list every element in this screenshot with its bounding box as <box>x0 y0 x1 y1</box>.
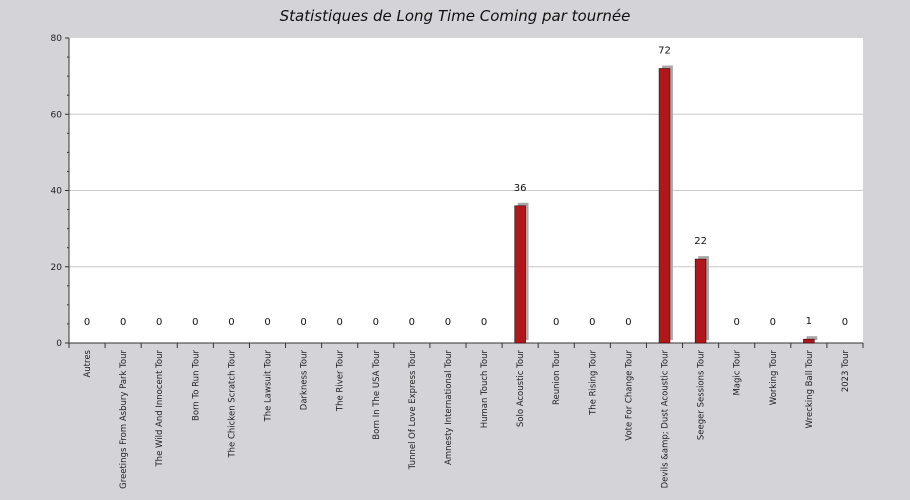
value-label: 0 <box>336 317 342 328</box>
value-label: 0 <box>84 317 90 328</box>
x-tick-label: Born In The USA Tour <box>372 350 382 440</box>
x-tick-label: The Lawsuit Tour <box>264 349 274 422</box>
value-label: 0 <box>409 317 415 328</box>
x-tick-label: Devils &amp; Dust Acoustic Tour <box>661 349 671 488</box>
x-tick-label: Vote For Change Tour <box>624 350 634 441</box>
x-tick-label: 2023 Tour <box>841 350 851 393</box>
x-tick-label: Solo Acoustic Tour <box>516 350 526 428</box>
value-label: 0 <box>733 317 739 328</box>
x-tick-label: The Chicken Scratch Tour <box>227 350 237 459</box>
value-label: 0 <box>120 317 126 328</box>
bar <box>694 258 707 344</box>
y-axis-ticks: 0 20 40 60 80 <box>51 34 63 349</box>
value-label: 1 <box>806 316 812 327</box>
x-tick-label: Magic Tour <box>733 350 743 396</box>
x-tick-label: Amnesty International Tour <box>444 350 454 465</box>
y-tick-label: 20 <box>51 263 63 273</box>
value-label: 0 <box>192 317 198 328</box>
value-label: 22 <box>694 236 707 247</box>
bar <box>514 205 526 344</box>
x-axis-categories: Autres Greetings From Asbury Park Tour The… <box>83 349 851 488</box>
chart-title: Statistiques de Long Time Coming par tou… <box>280 7 631 25</box>
value-label: 0 <box>300 317 306 328</box>
bar-shadow <box>806 336 818 340</box>
x-tick-label: Tunnel Of Love Express Tour <box>408 350 418 471</box>
value-label: 0 <box>373 317 379 328</box>
x-tick-label: The River Tour <box>336 350 346 413</box>
x-tick-label: Darkness Tour <box>300 350 310 411</box>
y-tick-label: 80 <box>51 34 63 44</box>
value-labels: 0 0 0 0 0 0 0 0 0 0 0 0 36 0 0 0 72 22 0 0 1 0 <box>84 46 848 329</box>
axes <box>65 37 864 348</box>
y-tick-label: 40 <box>51 187 63 197</box>
bar <box>658 68 671 344</box>
bar <box>803 338 815 344</box>
value-label: 0 <box>445 317 451 328</box>
value-label: 0 <box>842 317 848 328</box>
value-label: 0 <box>770 317 776 328</box>
grid-lines <box>69 113 863 268</box>
x-tick-label: The Wild And Innocent Tour <box>155 350 165 468</box>
value-label: 0 <box>553 317 559 328</box>
x-tick-label: Seeger Sessions Tour <box>697 350 707 441</box>
value-label: 72 <box>658 46 671 57</box>
value-label: 0 <box>625 317 631 328</box>
x-tick-label: The Rising Tour <box>588 350 598 416</box>
x-tick-label: Autres <box>83 349 93 377</box>
x-tick-label: Born To Run Tour <box>191 350 201 421</box>
x-tick-label: Human Touch Tour <box>480 350 490 429</box>
bars <box>514 65 818 344</box>
value-label: 0 <box>264 317 270 328</box>
x-tick-label: Reunion Tour <box>552 350 562 406</box>
value-label: 0 <box>228 317 234 328</box>
x-tick-label: Working Tour <box>769 349 779 405</box>
x-tick-label: Greetings From Asbury Park Tour <box>119 350 129 489</box>
x-tick-label: Wrecking Ball Tour <box>805 350 815 429</box>
y-tick-label: 60 <box>51 110 63 120</box>
value-label: 0 <box>156 317 162 328</box>
y-tick-label: 0 <box>56 339 62 349</box>
value-label: 0 <box>589 317 595 328</box>
value-label: 36 <box>514 183 527 194</box>
value-label: 0 <box>481 317 487 328</box>
